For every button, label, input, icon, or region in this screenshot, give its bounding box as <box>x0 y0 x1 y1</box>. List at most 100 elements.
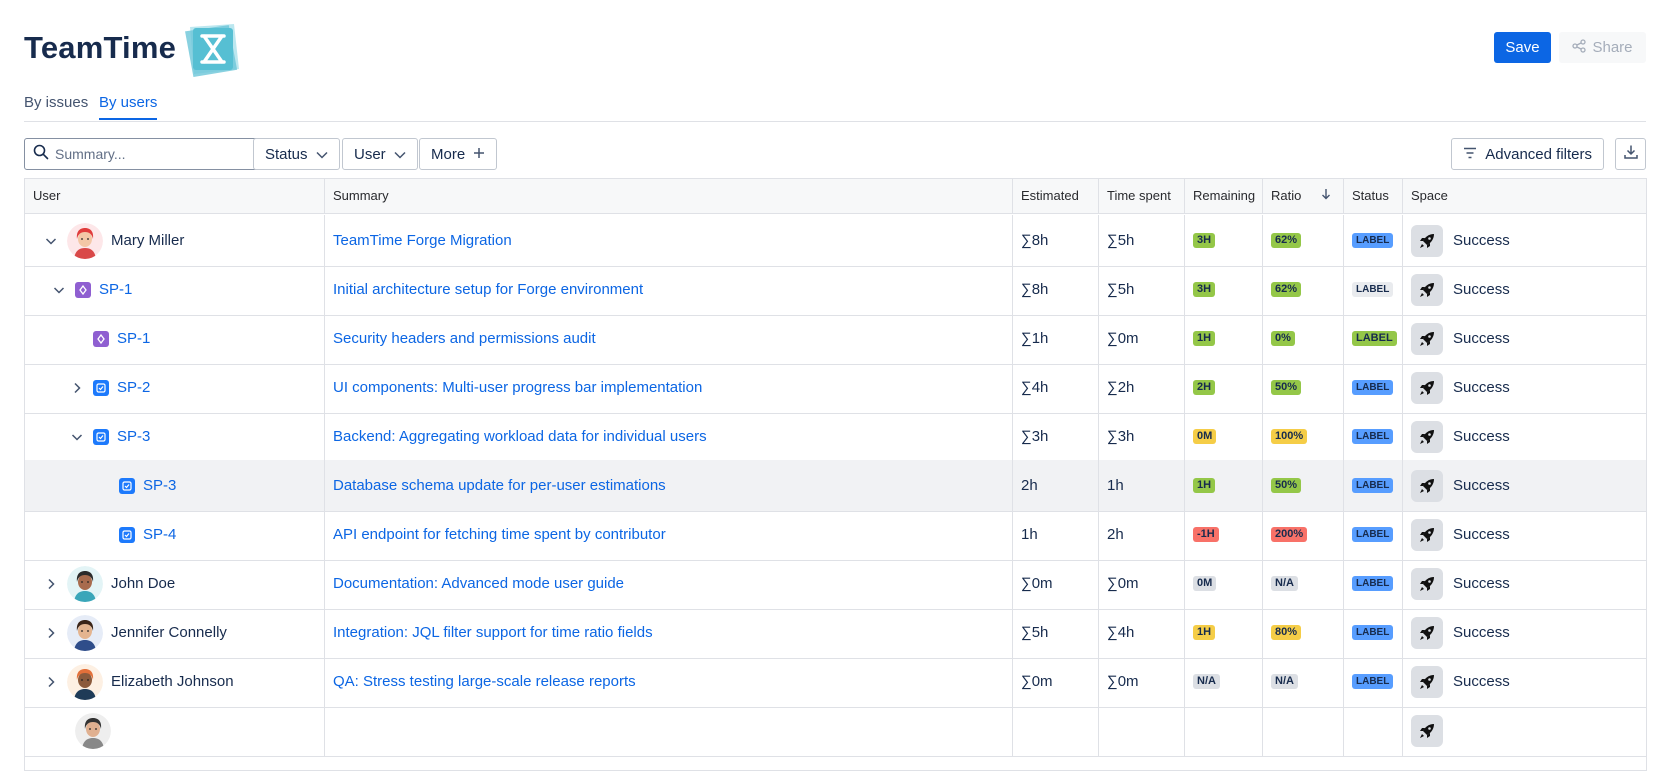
chevron-down-icon <box>394 146 406 163</box>
table-header: User Summary Estimated Time spent Remain… <box>25 179 1646 214</box>
issue-key-link[interactable]: SP-3 <box>143 477 177 494</box>
status-cell: LABEL <box>1344 264 1403 315</box>
time-spent-cell: ∑4h <box>1099 607 1185 658</box>
status-badge: LABEL <box>1352 527 1394 542</box>
summary-link[interactable]: Backend: Aggregating workload data for i… <box>333 428 707 445</box>
summary-link[interactable]: Security headers and permissions audit <box>333 330 596 347</box>
summary-cell: UI components: Multi-user progress bar i… <box>325 362 1013 413</box>
space-name: Success <box>1453 379 1510 396</box>
issue-key-link[interactable]: SP-1 <box>117 330 151 347</box>
user-cell: SP-2 <box>25 362 325 413</box>
column-header-ratio-label: Ratio <box>1271 188 1302 203</box>
column-header-summary[interactable]: Summary <box>325 179 1013 213</box>
status-cell: LABEL <box>1344 460 1403 511</box>
table-row[interactable]: SP-2 UI components: Multi-user progress … <box>25 362 1646 414</box>
table-row[interactable]: SP-3 Backend: Aggregating workload data … <box>25 411 1646 463</box>
expander-placeholder <box>69 331 85 347</box>
expander-placeholder <box>51 723 67 739</box>
download-button[interactable] <box>1615 138 1646 170</box>
task-checkbox-icon <box>93 428 109 445</box>
status-filter-label: Status <box>265 145 308 163</box>
rocket-icon <box>1411 224 1443 257</box>
ratio-cell: 62% <box>1263 264 1344 315</box>
issue-key-link[interactable]: SP-4 <box>143 526 177 543</box>
remaining-lozenge: 1H <box>1193 331 1216 346</box>
chevron-right-icon[interactable] <box>43 576 59 592</box>
column-header-time-spent[interactable]: Time spent <box>1099 179 1185 213</box>
status-filter-button[interactable]: Status <box>253 138 340 170</box>
summary-cell: Initial architecture setup for Forge env… <box>325 264 1013 315</box>
user-cell: Elizabeth Johnson <box>25 656 325 707</box>
summary-cell: API endpoint for fetching time spent by … <box>325 509 1013 560</box>
advanced-filters-button[interactable]: Advanced filters <box>1451 138 1604 170</box>
user-cell: John Doe <box>25 558 325 609</box>
summary-link[interactable]: Database schema update for per-user esti… <box>333 477 666 494</box>
issue-key-link[interactable]: SP-2 <box>117 379 151 396</box>
estimated-cell: ∑0m <box>1013 558 1099 609</box>
task-checkbox-icon <box>119 477 135 494</box>
chevron-right-icon[interactable] <box>43 625 59 641</box>
subtask-icon <box>93 330 109 347</box>
user-filter-label: User <box>354 145 386 163</box>
time-spent-cell <box>1099 705 1185 756</box>
summary-link[interactable]: UI components: Multi-user progress bar i… <box>333 379 703 396</box>
tab-by-users[interactable]: By users <box>99 92 158 120</box>
table-row[interactable]: SP-1 Initial architecture setup for Forg… <box>25 264 1646 316</box>
column-header-ratio[interactable]: Ratio <box>1263 179 1344 213</box>
estimated-cell: ∑8h <box>1013 215 1099 266</box>
table-row[interactable]: SP-3 Database schema update for per-user… <box>25 460 1646 512</box>
column-header-remaining[interactable]: Remaining <box>1185 179 1263 213</box>
table-row[interactable]: Jennifer Connelly Integration: JQL filte… <box>25 607 1646 659</box>
avatar <box>67 614 103 651</box>
share-button[interactable]: Share <box>1559 32 1646 63</box>
chevron-right-icon[interactable] <box>69 380 85 396</box>
ratio-lozenge: 200% <box>1271 527 1308 542</box>
table-row[interactable]: John Doe Documentation: Advanced mode us… <box>25 558 1646 610</box>
column-header-status[interactable]: Status <box>1344 179 1403 213</box>
table-row[interactable]: Mary Miller TeamTime Forge Migration ∑8h… <box>25 215 1646 267</box>
table-row[interactable]: SP-1 Security headers and permissions au… <box>25 313 1646 365</box>
subtask-icon <box>75 281 91 298</box>
space-cell: Success <box>1403 558 1646 609</box>
ratio-cell: 62% <box>1263 215 1344 266</box>
tab-by-issues[interactable]: By issues <box>24 94 89 111</box>
summary-link[interactable]: API endpoint for fetching time spent by … <box>333 526 666 543</box>
chevron-down-icon[interactable] <box>69 429 85 445</box>
summary-link[interactable]: QA: Stress testing large-scale release r… <box>333 673 636 690</box>
save-button[interactable]: Save <box>1494 32 1551 63</box>
chevron-down-icon[interactable] <box>43 233 59 249</box>
estimated-cell: 2h <box>1013 460 1099 511</box>
status-cell: LABEL <box>1344 411 1403 462</box>
estimated-cell: ∑0m <box>1013 656 1099 707</box>
header: TeamTime Save Share <box>24 16 1646 86</box>
column-header-user[interactable]: User <box>25 179 325 213</box>
status-cell: LABEL <box>1344 656 1403 707</box>
user-cell: Jennifer Connelly <box>25 607 325 658</box>
issue-key-link[interactable]: SP-3 <box>117 428 151 445</box>
summary-link[interactable]: Initial architecture setup for Forge env… <box>333 281 644 298</box>
table-row[interactable]: SP-4 API endpoint for fetching time spen… <box>25 509 1646 561</box>
table-row[interactable] <box>25 705 1646 757</box>
chevron-right-icon[interactable] <box>43 674 59 690</box>
column-header-estimated[interactable]: Estimated <box>1013 179 1099 213</box>
summary-link[interactable]: Integration: JQL filter support for time… <box>333 624 653 641</box>
column-header-space[interactable]: Space <box>1411 188 1448 203</box>
issue-key-link[interactable]: SP-1 <box>99 281 133 298</box>
table-row[interactable]: Elizabeth Johnson QA: Stress testing lar… <box>25 656 1646 708</box>
chevron-down-icon[interactable] <box>51 282 67 298</box>
remaining-cell: N/A <box>1185 656 1263 707</box>
more-filters-button[interactable]: More <box>419 138 498 170</box>
summary-link[interactable]: Documentation: Advanced mode user guide <box>333 575 625 592</box>
status-badge: LABEL <box>1352 282 1394 297</box>
ratio-cell: 50% <box>1263 460 1344 511</box>
ratio-cell <box>1263 705 1344 756</box>
summary-link[interactable]: TeamTime Forge Migration <box>333 232 512 249</box>
user-filter-button[interactable]: User <box>342 138 418 170</box>
remaining-lozenge: 3H <box>1193 233 1216 248</box>
ratio-cell: N/A <box>1263 656 1344 707</box>
user-name: John Doe <box>111 575 176 592</box>
search-input[interactable] <box>55 146 245 162</box>
summary-cell: QA: Stress testing large-scale release r… <box>325 656 1013 707</box>
status-badge: LABEL <box>1352 233 1394 248</box>
space-name: Success <box>1453 330 1510 347</box>
